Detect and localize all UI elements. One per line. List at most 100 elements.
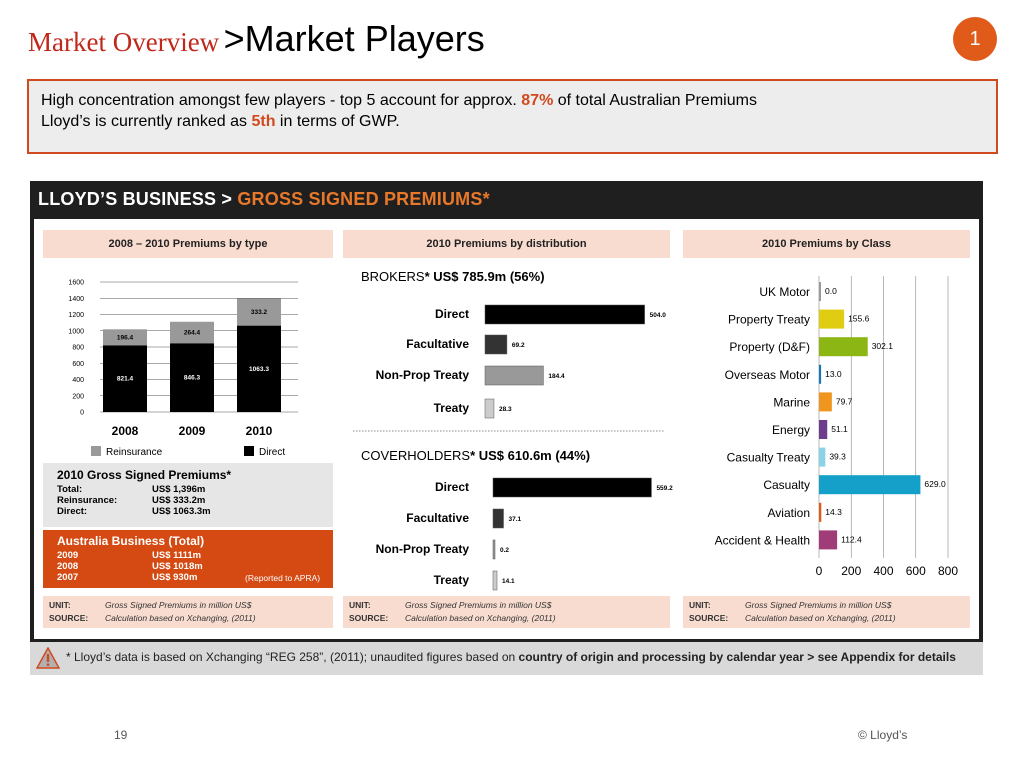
y-tick-label: 1400 [68, 296, 84, 303]
bar-value-label: 333.2 [251, 309, 268, 316]
bar-category-label: Casualty [763, 478, 810, 492]
bar-value-label: 302.1 [872, 341, 894, 351]
bar-category-label: Accident & Health [715, 533, 810, 547]
unit-value: Gross Signed Premiums in million US$ [105, 600, 252, 610]
premiums-by-distribution-chart: BROKERS* US$ 785.9m (56%) Direct 504.0 Facu… [353, 269, 673, 591]
x-tick-label: 800 [938, 564, 958, 578]
summary-value: US$ 1063.3m [152, 506, 211, 517]
bar-category-label: Casualty Treaty [727, 451, 810, 465]
unit-source-box: UNIT: Gross Signed Premiums in million US… [343, 596, 670, 628]
msg1-text: High concentration amongst few players -… [41, 92, 522, 109]
panel-footnote: * Lloyd’s data is based on Xchanging “RE… [30, 639, 983, 675]
australia-business-box: Australia Business (Total) 2009 US$ 1111m… [43, 530, 333, 588]
x-tick-label: 400 [873, 564, 893, 578]
key-message-line-2: Lloyd’s is currently ranked as 5th in te… [41, 111, 984, 132]
bar [484, 304, 645, 325]
australia-year: 2009 [57, 550, 79, 561]
section-title: Market Overview [28, 27, 220, 57]
bar-value-label: 13.0 [825, 369, 842, 379]
msg1-highlight: 87% [521, 92, 554, 109]
msg2-text: Lloyd’s is currently ranked as [41, 113, 252, 130]
source-value: Calculation based on Xchanging, (2011) [105, 613, 256, 623]
source-label: SOURCE: [349, 613, 389, 623]
bar-category-label: Direct [435, 480, 469, 494]
bar-value-label: 559.2 [656, 485, 673, 492]
bar-value-label: 629.0 [924, 479, 946, 489]
bar-segment-reinsurance [170, 321, 214, 344]
bar-category-label: Non-Prop Treaty [376, 542, 470, 556]
bar-value-label: 69.2 [512, 342, 525, 349]
bar [819, 475, 921, 495]
bar-category-label: Treaty [434, 401, 470, 415]
bar [484, 365, 544, 386]
slide-title: Market Overview >Market Players [28, 18, 485, 60]
key-message-line-1: High concentration amongst few players -… [41, 90, 984, 111]
summary-row: Reinsurance: US$ 333.2m [57, 495, 319, 506]
y-tick-label: 200 [72, 393, 84, 400]
x-tick-label: 2010 [246, 424, 273, 438]
summary-key: Reinsurance: [57, 495, 118, 506]
bar-segment-reinsurance [103, 329, 147, 346]
apra-note: (Reported to APRA) [245, 573, 321, 583]
bar-category-label: Direct [435, 307, 469, 321]
legend-label: Reinsurance [106, 447, 163, 458]
bar [492, 539, 496, 560]
australia-year: 2007 [57, 572, 79, 583]
australia-value: US$ 930m [152, 572, 198, 583]
bar-value-label: 504.0 [650, 312, 667, 319]
source-label: SOURCE: [49, 613, 89, 623]
premiums-by-type-chart: 0 200 400 600 800 1000 1200 1400 1600 821.4 196.4 2… [68, 280, 298, 458]
bar-category-label: Aviation [768, 506, 810, 520]
y-tick-label: 1600 [68, 280, 84, 287]
australia-year: 2008 [57, 561, 79, 572]
bar-value-label: 39.3 [829, 452, 846, 462]
bar-value-label: 79.7 [836, 396, 853, 406]
msg1-text-end: of total Australian Premiums [553, 92, 757, 109]
y-tick-label: 400 [72, 377, 84, 384]
col-head-distribution: 2010 Premiums by distribution [343, 230, 670, 258]
x-tick-label: 200 [841, 564, 861, 578]
bar-category-label: Facultative [406, 511, 469, 525]
summary-value: US$ 1,396m [152, 484, 206, 495]
bar-value-label: 846.3 [184, 375, 201, 382]
unit-value: Gross Signed Premiums in million US$ [745, 600, 892, 610]
y-tick-label: 0 [80, 410, 84, 417]
unit-source-box: UNIT: Gross Signed Premiums in million US… [683, 596, 970, 628]
source-label: SOURCE: [689, 613, 729, 623]
y-tick-label: 1200 [68, 312, 84, 319]
bar [819, 447, 826, 467]
bar-value-label: 264.4 [184, 329, 201, 336]
page-title: >Market Players [223, 18, 485, 59]
warning-icon [36, 647, 60, 669]
bar-value-label: 184.4 [548, 373, 565, 380]
bar-value-label: 112.4 [841, 534, 862, 544]
bar-value-label: 1063.3 [249, 366, 269, 373]
bar-segment-reinsurance [237, 298, 281, 326]
legend-swatch [91, 446, 101, 456]
bar-value-label: 14.1 [502, 578, 515, 585]
x-tick-label: 600 [906, 564, 926, 578]
bar [484, 334, 508, 355]
bar-category-label: UK Motor [759, 285, 810, 299]
legend-label: Direct [259, 447, 285, 458]
col-head-class: 2010 Premiums by Class [683, 230, 970, 258]
bar [819, 337, 868, 357]
unit-value: Gross Signed Premiums in million US$ [405, 600, 552, 610]
bar [484, 398, 495, 419]
summary-title: 2010 Gross Signed Premiums* [57, 468, 232, 482]
australia-row: 2008 US$ 1018m [57, 561, 319, 572]
bar-category-label: Non-Prop Treaty [376, 368, 470, 382]
unit-label: UNIT: [349, 600, 371, 610]
footnote-bold: country of origin and processing by cale… [518, 650, 956, 664]
group-title: BROKERS* US$ 785.9m (56%) [361, 269, 545, 284]
panel-heading-orange: GROSS SIGNED PREMIUMS* [237, 189, 490, 209]
group-title: COVERHOLDERS* US$ 610.6m (44%) [361, 448, 590, 463]
panel-heading: LLOYD’S BUSINESS > GROSS SIGNED PREMIUMS… [38, 189, 490, 210]
bar-value-label: 196.4 [117, 334, 134, 341]
y-tick-label: 1000 [68, 328, 84, 335]
y-tick-label: 800 [72, 345, 84, 352]
bar-category-label: Marine [773, 395, 810, 409]
legend-swatch [244, 446, 254, 456]
y-tick-label: 600 [72, 361, 84, 368]
bar [819, 364, 822, 384]
